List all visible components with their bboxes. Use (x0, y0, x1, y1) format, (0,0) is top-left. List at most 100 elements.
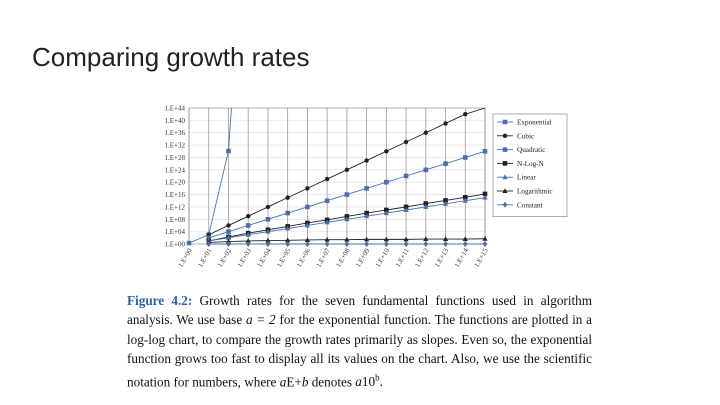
caption-line2b: for the exponential function. The functi… (279, 312, 569, 328)
data-point (403, 241, 409, 247)
data-point (364, 186, 369, 191)
data-point (463, 111, 468, 117)
y-tick-label: 1.E+32 (165, 142, 186, 150)
data-point (245, 241, 251, 247)
data-point (423, 236, 429, 242)
data-point (226, 223, 231, 228)
data-point (462, 195, 468, 200)
caption-math-a10: a (355, 374, 362, 390)
data-point (384, 149, 389, 154)
caption-line3: in a log-log chart, to compare the growt… (127, 312, 592, 347)
data-point (324, 198, 330, 204)
data-point (344, 236, 350, 242)
data-point (304, 237, 310, 242)
legend-label: Linear (517, 174, 536, 182)
y-tick-label: 1.E+28 (165, 154, 186, 162)
data-point (442, 236, 449, 242)
caption-math-a: a (279, 374, 287, 390)
data-point (186, 240, 192, 246)
data-point (364, 213, 370, 219)
caption-line4: exponential function grows too fast to d… (127, 331, 593, 367)
data-point (265, 241, 271, 247)
caption-math-b: b (301, 374, 309, 390)
caption-power: a10b. (355, 372, 383, 390)
data-point (285, 195, 290, 200)
data-point (305, 241, 310, 247)
caption-line2a: analysis. We use base (127, 312, 243, 328)
data-point (364, 236, 370, 242)
data-point (285, 225, 291, 231)
caption-line5b: denotes (311, 374, 352, 390)
caption-math-eplus: E+ (286, 374, 302, 390)
caption-period: . (379, 374, 383, 390)
data-point (226, 241, 231, 247)
data-point (403, 236, 409, 242)
data-point (226, 148, 231, 154)
caption-line1: Growth rates for the seven fundamental f… (199, 293, 593, 308)
data-point (482, 191, 488, 197)
data-point (403, 207, 409, 212)
legend-label: Constant (517, 201, 543, 209)
legend-label: Exponential (517, 119, 552, 127)
data-point (285, 237, 291, 243)
series-quadratic (206, 148, 488, 241)
caption-math-sup-b: b (375, 372, 380, 383)
data-point (423, 201, 429, 206)
series-linear (206, 194, 488, 243)
y-tick-label: 1.E+00 (165, 241, 186, 249)
caption-math-a2: a = 2 (245, 312, 276, 328)
data-point (403, 173, 409, 179)
data-point (383, 236, 389, 242)
data-point (225, 235, 232, 240)
data-point (403, 204, 409, 210)
data-point (384, 207, 389, 213)
data-point (305, 204, 310, 210)
data-point (206, 235, 212, 241)
caption-notation: aE+b (280, 374, 309, 389)
data-point (462, 197, 468, 203)
data-point (344, 241, 350, 247)
slide-title: Comparing growth rates (32, 42, 310, 72)
data-point (344, 167, 350, 173)
data-point (423, 130, 428, 135)
data-point (344, 216, 350, 222)
data-point (324, 176, 330, 182)
y-tick-label: 1.E+08 (165, 216, 186, 224)
data-point (304, 222, 310, 228)
data-point (364, 241, 369, 247)
y-tick-label: 1.E+36 (165, 129, 186, 137)
data-point (423, 241, 429, 247)
data-point (245, 223, 251, 228)
legend-label: N-Log-N (517, 160, 545, 168)
data-point (502, 161, 508, 166)
data-point (443, 121, 448, 126)
data-point (265, 237, 271, 243)
data-point (246, 213, 251, 219)
data-point (324, 219, 330, 225)
data-point (364, 158, 369, 163)
data-point (324, 236, 330, 242)
data-point (384, 179, 389, 185)
data-point (482, 241, 488, 247)
data-point (462, 155, 468, 160)
data-point (482, 235, 488, 241)
data-point (462, 241, 468, 247)
data-point (462, 236, 468, 242)
caption-math-10: 10 (361, 374, 376, 390)
y-tick-label: 1.E+12 (165, 203, 186, 211)
y-tick-label: 1.E+40 (165, 117, 186, 125)
legend-label: Cubic (517, 132, 534, 140)
data-point (226, 229, 231, 234)
data-point (324, 241, 330, 247)
data-point (423, 167, 429, 173)
data-point (265, 216, 271, 222)
data-point (502, 147, 508, 152)
y-tick-label: 1.E+24 (165, 166, 186, 174)
figure-caption: Figure 4.2: Growth rates for the seven f… (127, 291, 592, 391)
data-point (502, 201, 508, 208)
data-point (206, 241, 212, 247)
data-point (482, 194, 488, 200)
data-point (443, 161, 448, 166)
data-point (403, 139, 409, 145)
data-point (265, 228, 271, 234)
